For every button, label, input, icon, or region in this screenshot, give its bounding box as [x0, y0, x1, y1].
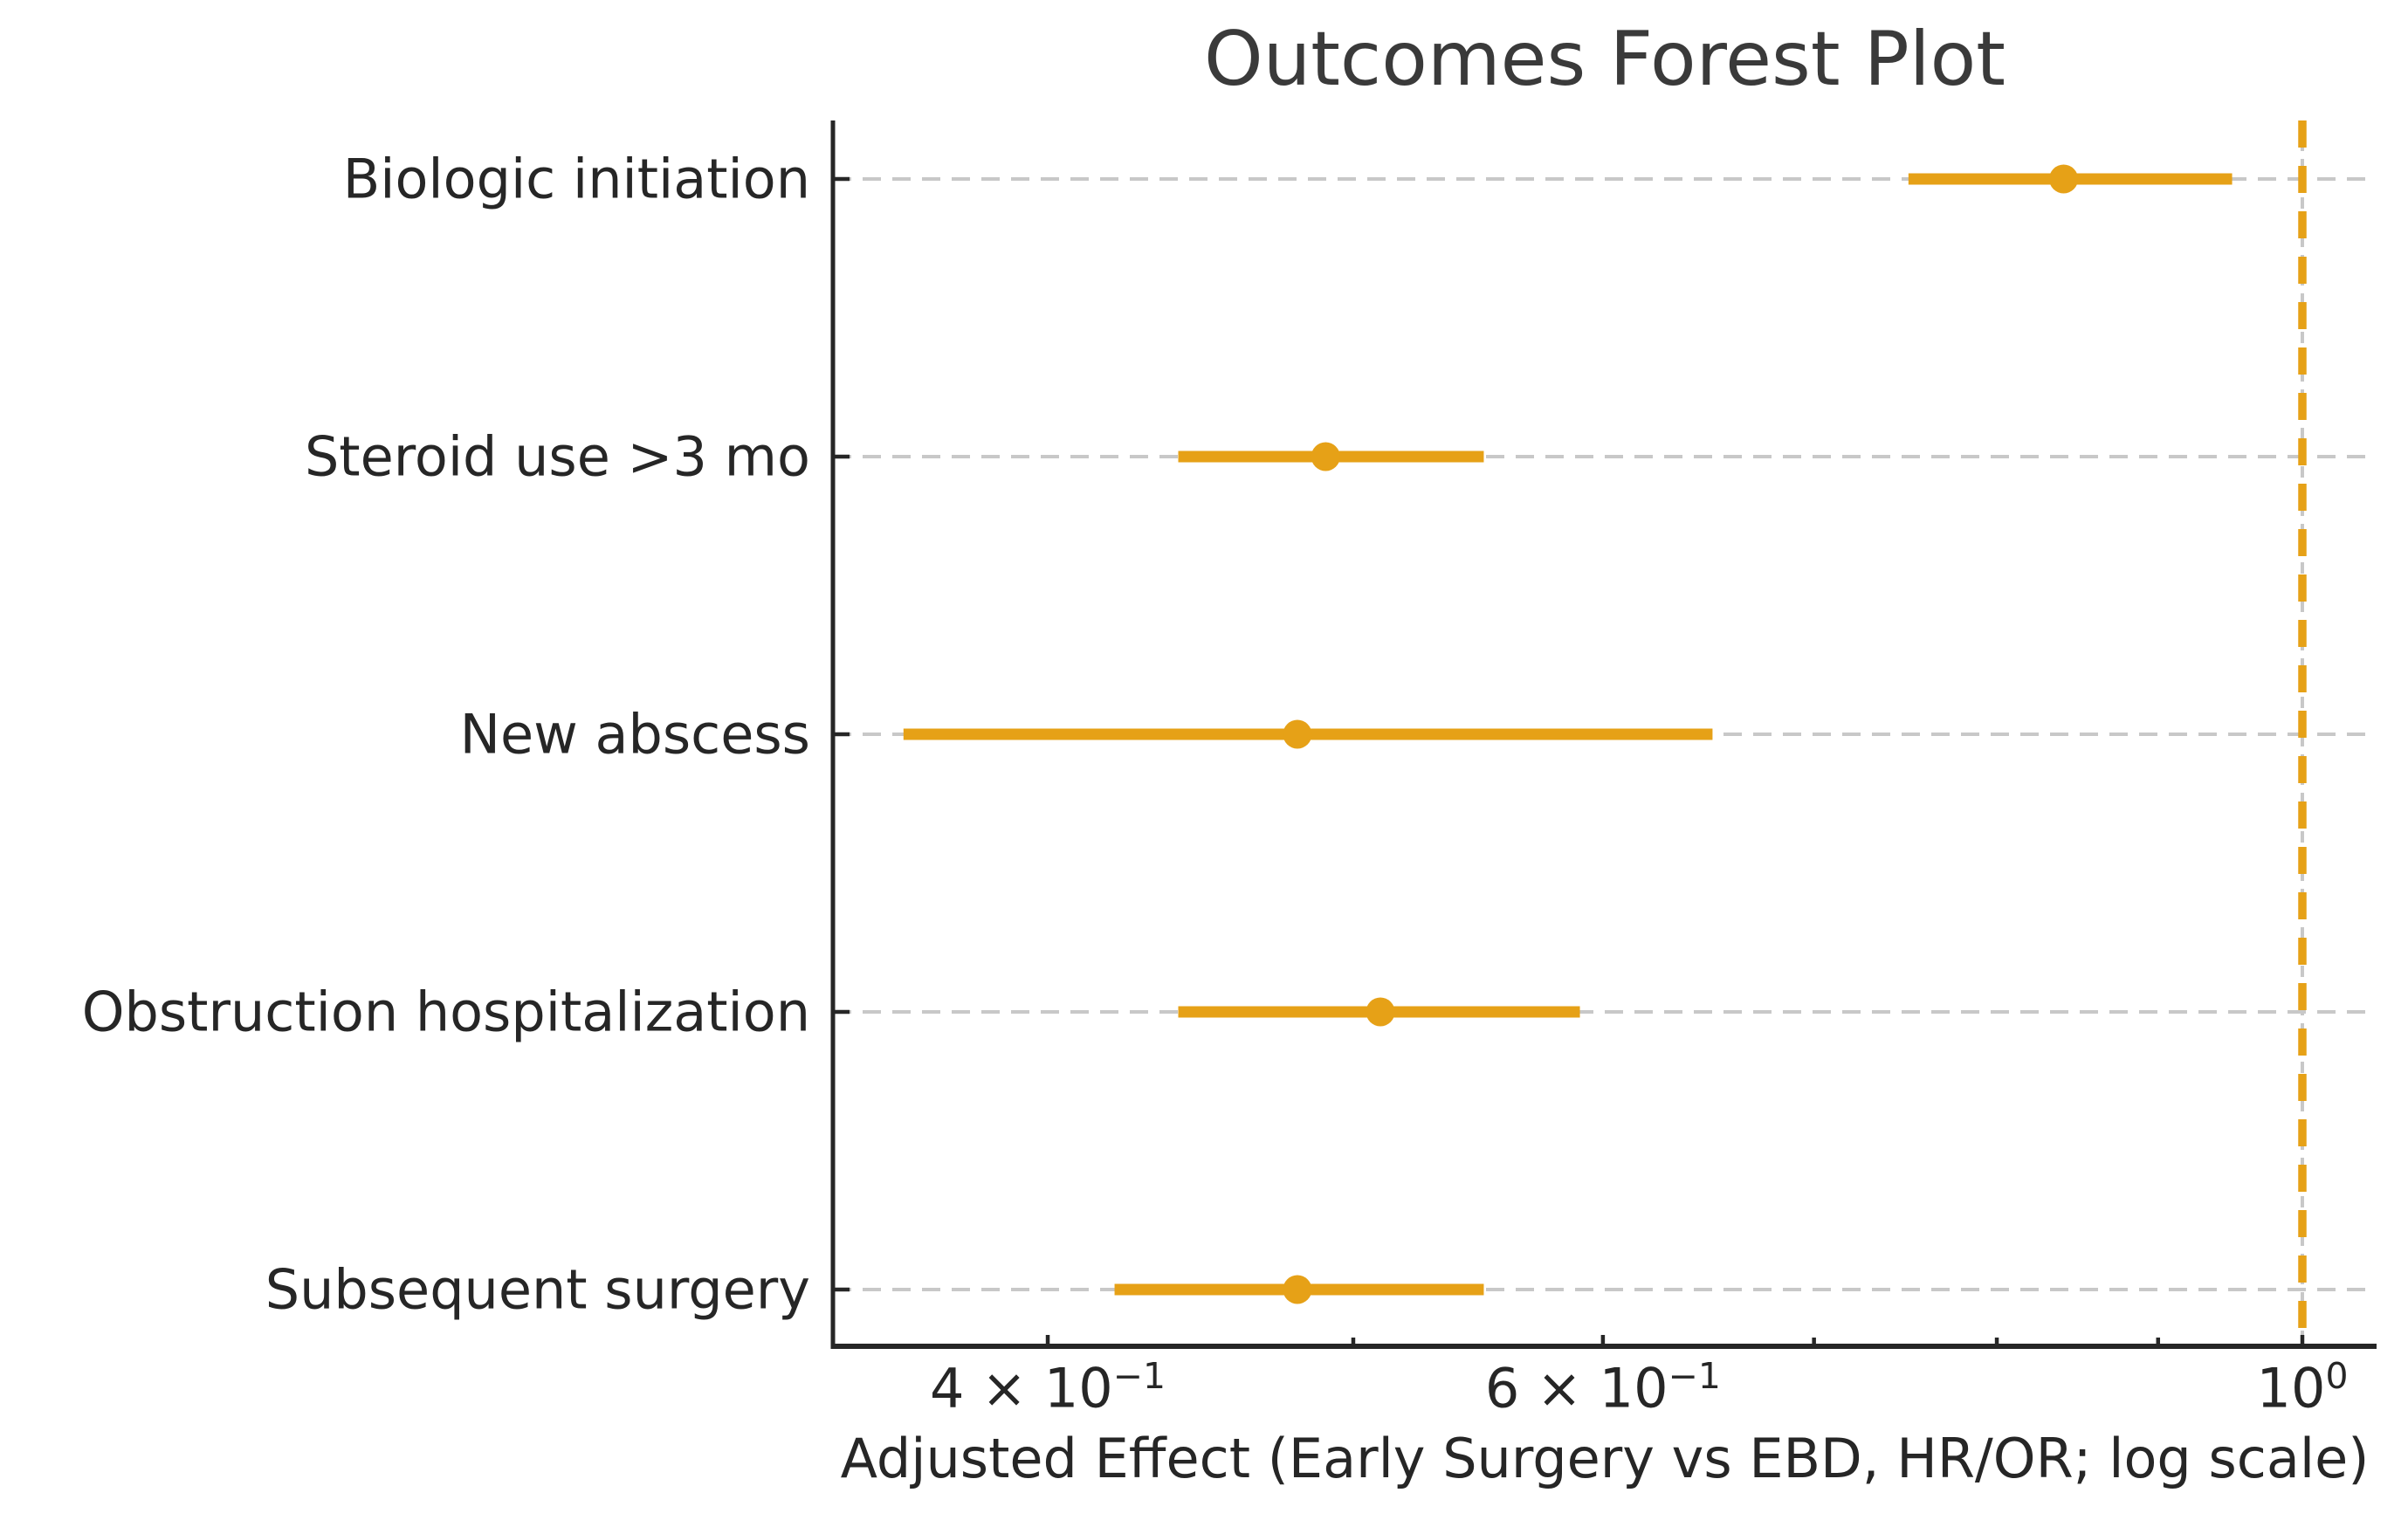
x-tick-label: 4 × 10−1 [930, 1355, 1166, 1420]
chart-title: Outcomes Forest Plot [1204, 16, 2006, 103]
x-tick-label: 100 [2256, 1355, 2349, 1420]
y-tick-label: Obstruction hospitalization [81, 980, 810, 1044]
point-marker [1311, 442, 1340, 471]
x-axis-label: Adjusted Effect (Early Surgery vs EBD, H… [840, 1427, 2370, 1490]
x-tick-label: 6 × 10−1 [1484, 1355, 1721, 1420]
point-marker [1283, 1275, 1312, 1304]
y-tick-label: New abscess [459, 702, 810, 767]
y-tick-label: Steroid use >3 mo [304, 424, 810, 489]
y-tick-label: Biologic initiation [342, 147, 810, 211]
y-tick-label: Subsequent surgery [265, 1257, 810, 1322]
point-marker [1366, 997, 1395, 1027]
point-marker [2049, 164, 2079, 194]
point-marker [1283, 719, 1312, 749]
